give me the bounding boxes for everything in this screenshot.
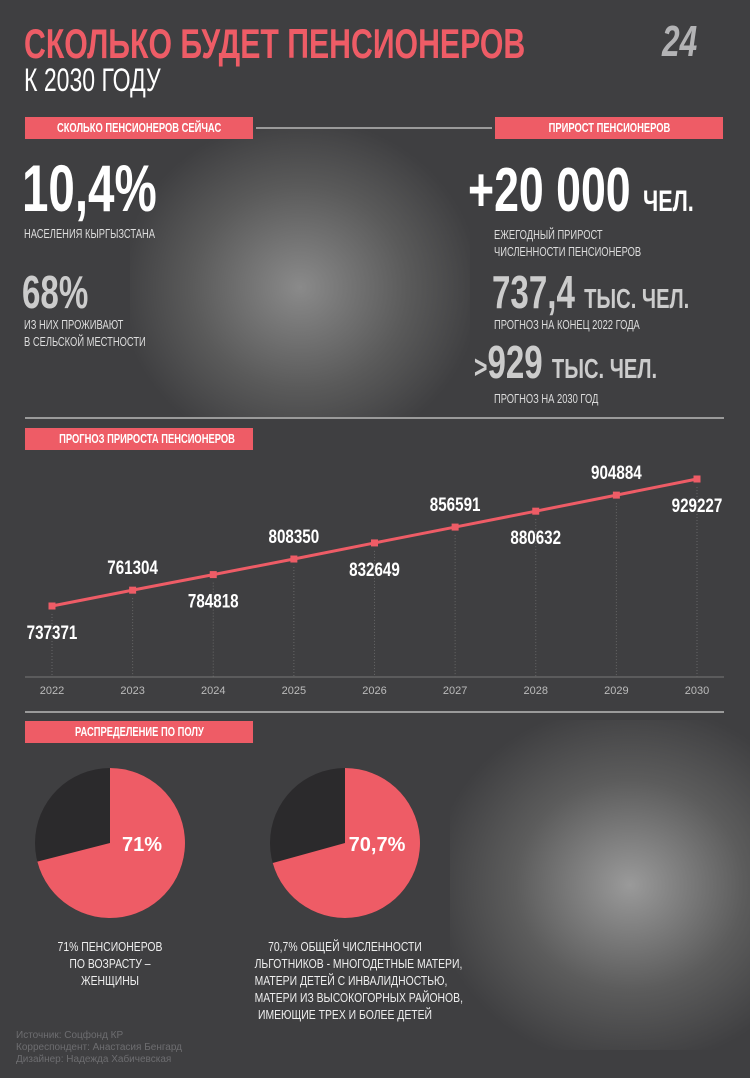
caption-line: 71% ПЕНСИОНЕРОВ	[57, 939, 163, 954]
data-label: 737371	[27, 621, 78, 643]
divider	[256, 127, 492, 129]
data-point	[693, 475, 701, 483]
stat-annual-growth: +20 000 ЧЕЛ.	[468, 156, 694, 225]
stat-label: ПРОГНОЗ НА КОНЕЦ 2022 ГОДА	[494, 317, 640, 332]
pie-label: 70,7%	[349, 834, 406, 856]
data-point	[209, 571, 217, 579]
data-label: 808350	[269, 525, 320, 547]
logo-24kg: 24	[662, 17, 698, 66]
credit-source: Источник: Соцфонд КР	[16, 1030, 124, 1041]
credit-designer: Дизайнер: Надежда Хабичевская	[16, 1054, 172, 1065]
stat-percent-population: 10,4%	[22, 151, 157, 225]
data-point	[48, 602, 56, 610]
elderly-women-photo	[450, 720, 750, 1050]
credit-correspondent: Корреспондент: Анастасия Бенгард	[16, 1042, 182, 1053]
pie-section-tag: РАСПРЕДЕЛЕНИЕ ПО ПОЛУ	[25, 721, 253, 743]
data-point	[371, 539, 378, 547]
credits: Источник: Соцфонд КР Корреспондент: Анас…	[16, 1030, 182, 1066]
caption-line: ИМЕЮЩИЕ ТРЕХ И БОЛЕЕ ДЕТЕЙ	[257, 1007, 433, 1022]
x-tick-label: 2023	[120, 685, 144, 697]
data-point	[129, 586, 137, 594]
divider	[25, 711, 724, 713]
caption-line: МАТЕРИ ИЗ ВЫСОКОГОРНЫХ РАЙОНОВ,	[254, 990, 463, 1005]
x-tick-label: 2030	[685, 685, 709, 697]
caption-line: МАТЕРИ ДЕТЕЙ С ИНВАЛИДНОСТЬЮ,	[254, 973, 448, 988]
caption-line: ПО ВОЗРАСТУ –	[69, 956, 151, 971]
pie2-caption: 70,7% ОБЩЕЙ ЧИСЛЕННОСТИ ЛЬГОТНИКОВ - МНОГ…	[232, 938, 463, 1023]
line-chart: 737371 2022 761304 2023 784818 2024 808350 2025…	[25, 461, 724, 697]
stat-2030: >929 ТЫС. ЧЕЛ.	[474, 336, 658, 388]
x-tick-label: 2024	[201, 685, 225, 697]
stat-label: ИЗ НИХ ПРОЖИВАЮТ В СЕЛЬСКОЙ МЕСТНОСТИ	[24, 317, 146, 349]
caption-line: 70,7% ОБЩЕЙ ЧИСЛЕННОСТИ	[268, 939, 422, 954]
data-label: 832649	[349, 558, 400, 580]
data-label: 761304	[107, 556, 158, 578]
pie-charts: 71% 70,7%	[35, 768, 421, 918]
data-point	[532, 507, 540, 515]
section-tag-now: СКОЛЬКО ПЕНСИОНЕРОВ СЕЙЧАС	[25, 117, 253, 139]
data-point	[451, 523, 459, 531]
pie-slice-women	[37, 768, 186, 918]
x-tick-label: 2026	[362, 685, 386, 697]
x-tick-label: 2027	[443, 685, 467, 697]
stat-2022: 737,4 ТЫС. ЧЕЛ.	[492, 266, 690, 318]
pie-slice-women	[272, 768, 421, 918]
data-point	[612, 491, 620, 499]
page-title: СКОЛЬКО БУДЕТ ПЕНСИОНЕРОВ	[24, 20, 526, 67]
data-label: 904884	[591, 461, 642, 483]
x-tick-label: 2025	[282, 685, 306, 697]
x-tick-label: 2029	[604, 685, 628, 697]
caption-line: ЛЬГОТНИКОВ - МНОГОДЕТНЫЕ МАТЕРИ,	[254, 956, 463, 971]
data-label: 856591	[430, 493, 481, 515]
section-tag-growth: ПРИРОСТ ПЕНСИОНЕРОВ	[495, 117, 723, 139]
page-subtitle: К 2030 ГОДУ	[24, 62, 161, 98]
chart-title-tag: ПРОГНОЗ ПРИРОСТА ПЕНСИОНЕРОВ	[25, 428, 253, 450]
pie1-caption: 71% ПЕНСИОНЕРОВ ПО ВОЗРАСТУ – ЖЕНЩИНЫ	[24, 938, 196, 989]
x-tick-label: 2028	[524, 685, 548, 697]
stat-rural: 68%	[22, 266, 89, 318]
data-label: 929227	[672, 494, 723, 516]
stat-label: ПРОГНОЗ НА 2030 ГОД	[494, 391, 599, 406]
stat-label: ЕЖЕГОДНЫЙ ПРИРОСТ ЧИСЛЕННОСТИ ПЕНСИОНЕРОВ	[494, 227, 642, 259]
pie-label: 71%	[122, 834, 162, 856]
data-point	[290, 555, 298, 563]
stat-label: НАСЕЛЕНИЯ КЫРГЫЗСТАНА	[24, 226, 156, 241]
caption-line: ЖЕНЩИНЫ	[81, 973, 139, 988]
divider	[25, 417, 724, 419]
data-label: 784818	[188, 590, 239, 612]
elderly-men-photo	[130, 128, 470, 418]
x-tick-label: 2022	[40, 685, 64, 697]
data-label: 880632	[510, 526, 561, 548]
